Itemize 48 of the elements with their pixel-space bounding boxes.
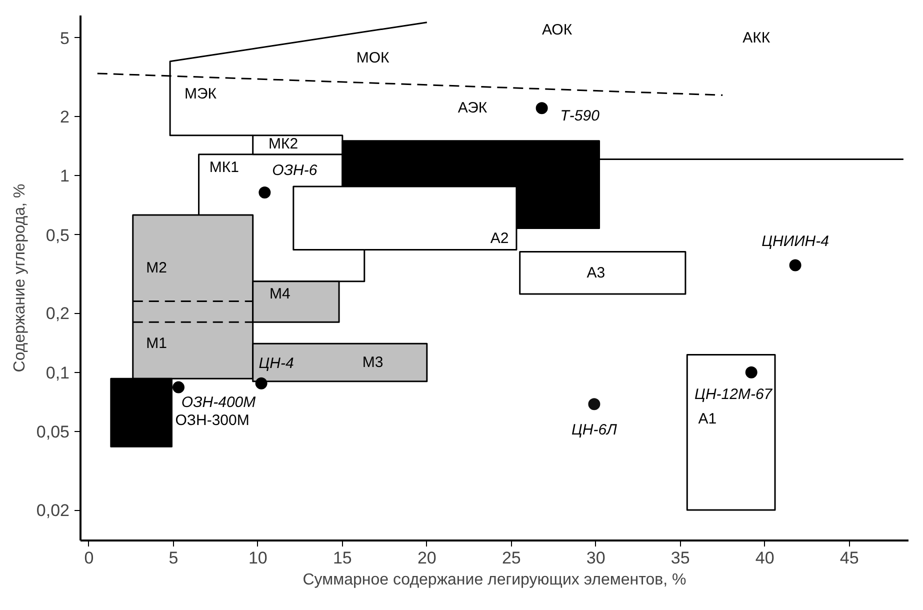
y-tick-label: 2 [60,107,70,126]
series-label: ОЗН-400М [181,394,256,411]
point [588,398,600,410]
point [745,366,758,378]
annotation: АКК [742,29,770,46]
y-tick-label: 0,2 [46,304,70,324]
y-tick-label: 0,5 [46,226,70,245]
series-label: ЦН-6Л [572,422,618,439]
x-tick-label: 35 [670,548,690,568]
x-tick-label: 0 [84,548,94,568]
point [536,102,548,114]
series-label: ЦН-4 [258,354,294,372]
annotation: А1 [698,410,717,428]
annotation: М2 [146,259,167,276]
annotation: МК2 [268,135,298,152]
y-tick-label: 1 [60,166,70,186]
x-tick-label: 10 [248,548,268,568]
y-axis-title: Содержание углерода, % [11,184,28,372]
y-tick-label: 0,02 [36,501,70,520]
annotation: А3 [586,264,606,282]
y-tick-label: 0,1 [46,363,70,382]
x-tick-label: 30 [586,548,606,568]
series-label: ЦНИИН-4 [762,232,829,250]
series-label: Т-590 [560,108,600,125]
annotation: МЭК [184,85,217,102]
annotation: МК1 [209,158,239,176]
x-tick-label: 15 [332,548,352,568]
annotation: АОК [542,21,572,38]
x-tick-label: 20 [417,548,436,568]
annotation: А2 [490,230,509,247]
point [255,377,268,390]
series-label: ОЗН-6 [272,162,318,179]
x-axis-title: Суммарное содержание легирующих элементов, % [302,572,686,588]
annotation: ОЗН-300М [175,412,250,429]
point [172,381,185,394]
series-label: ЦН-12М-67 [694,386,773,403]
y-tick-label: 0,05 [36,422,70,442]
annotation: МОК [356,50,390,67]
x-tick-label: 25 [502,548,521,568]
x-tick-label: 40 [755,548,774,568]
point [789,259,802,272]
annotation: М4 [269,286,290,303]
x-tick-label: 5 [168,548,178,568]
annotation: М3 [362,354,384,372]
x-tick-label: 45 [840,548,859,568]
y-tick-label: 5 [60,28,70,48]
annotation: М1 [146,335,167,352]
annotation: АЭК [458,100,488,117]
